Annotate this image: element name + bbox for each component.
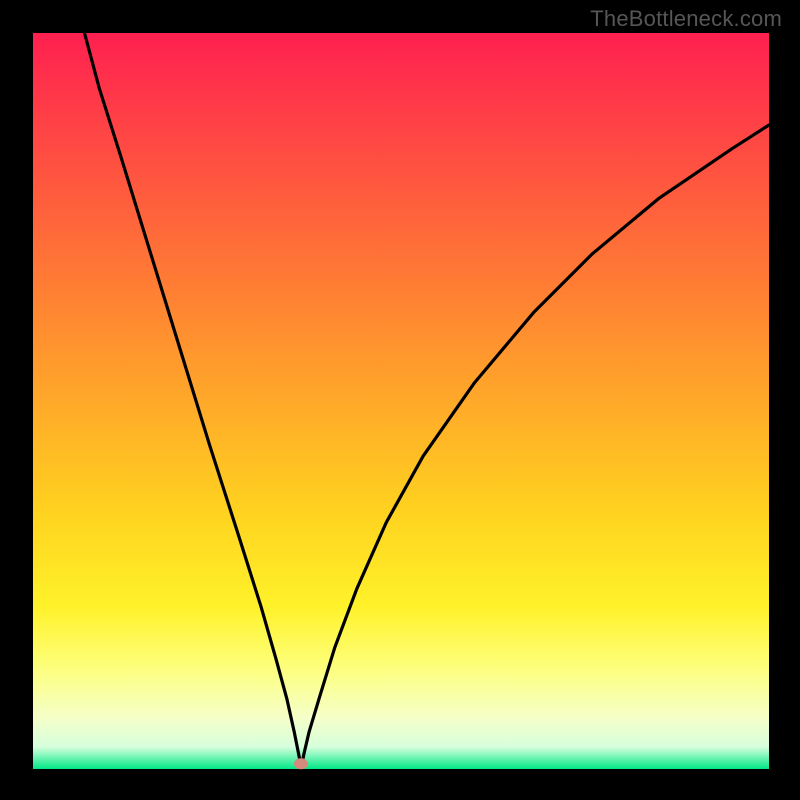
bottleneck-curve <box>85 33 769 768</box>
watermark-text: TheBottleneck.com <box>590 6 782 32</box>
gradient-plot-area <box>33 33 769 769</box>
curve-layer <box>33 33 769 769</box>
chart-outer: TheBottleneck.com <box>0 0 800 800</box>
